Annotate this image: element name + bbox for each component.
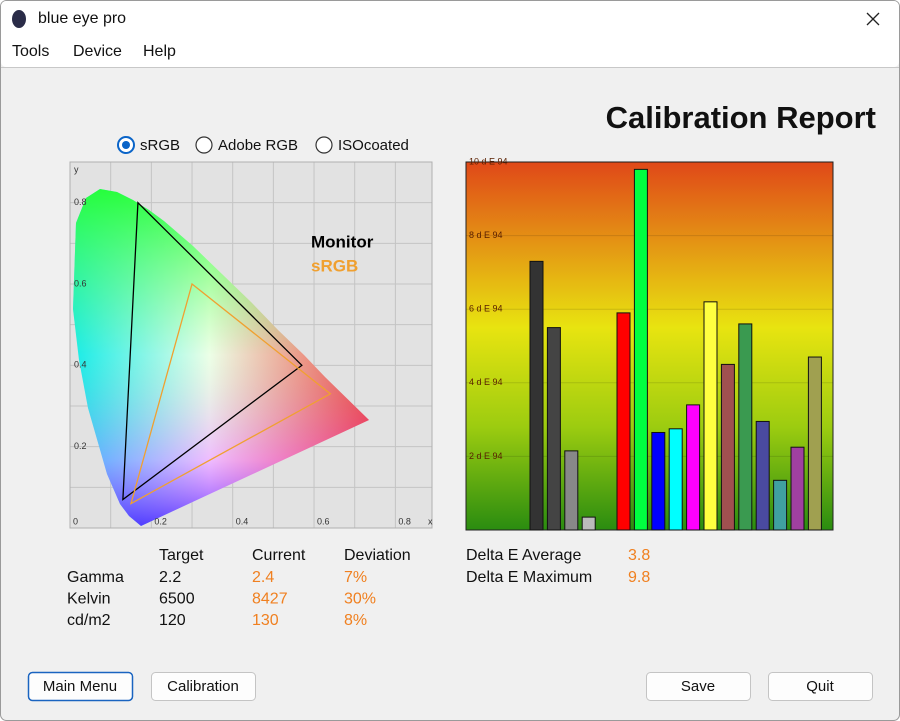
row-label: Gamma [67,569,124,586]
button-frame [27,671,134,702]
bar [738,323,753,531]
radio-label: ISOcoated [338,137,409,154]
title-bar [1,1,899,67]
y-tick-label: 2 d E 94 [469,451,503,461]
stat-value: 8427 [252,591,288,608]
menu-item[interactable]: Tools [12,43,49,60]
button-label: Quit [806,678,834,695]
button-frame [151,672,256,701]
delta-label: Delta E Maximum [466,569,592,586]
bar [564,450,579,531]
button[interactable]: Calibration [151,672,256,701]
stat-value: 120 [159,612,186,629]
y-tick-label: 10 d E 94 [469,156,508,166]
stat-value: 7% [344,569,367,586]
row-label: Kelvin [67,591,111,608]
button-label: Calibration [167,678,239,695]
gamut-triangle [122,201,303,501]
column-header: Deviation [344,547,411,564]
radio-option[interactable]: Adobe RGB [195,136,298,154]
gamut-triangle [129,282,332,505]
app-icon [12,10,26,28]
bar-plot-area [465,161,834,531]
window-title: blue eye pro [38,10,126,27]
y-tick-label: 0.6 [74,278,87,288]
menu-item[interactable]: Device [73,43,122,60]
x-tick-label: 0.2 [154,516,167,526]
bar [651,431,666,531]
bar [633,168,648,531]
stat-value: 30% [344,591,376,608]
button-label: Save [681,678,715,695]
row-label: cd/m2 [67,612,111,629]
y-tick-label: 0.8 [74,197,87,207]
y-tick-label: 0.4 [74,360,87,370]
x-tick-label: 0.4 [236,516,249,526]
bar [686,404,701,531]
stat-value: 130 [252,612,279,629]
bar [546,327,561,531]
column-header: Target [159,547,204,564]
bar [581,516,596,531]
report-title: Calibration Report [606,100,876,135]
y-tick-label: 4 d E 94 [469,377,503,387]
button[interactable]: Main Menu [27,671,134,702]
y-tick-label: 0.2 [74,441,87,451]
radio-circle [195,136,213,154]
bar [720,363,735,531]
bar [790,446,805,531]
delta-value: 9.8 [628,569,650,586]
stat-value: 6500 [159,591,195,608]
y-tick-label: 6 d E 94 [469,304,503,314]
bar [616,312,631,531]
button-frame [646,672,751,701]
stat-value: 2.2 [159,569,181,586]
bar [807,356,822,531]
column-header: Current [252,547,306,564]
menu-item[interactable]: Help [143,43,176,60]
radio-label: Adobe RGB [218,137,298,154]
x-tick-label: 0.8 [398,516,411,526]
button-label: Main Menu [43,678,117,695]
delta-value: 3.8 [628,547,650,564]
y-axis-label: y [74,164,79,174]
radio-label: sRGB [140,137,180,154]
y-tick-label: 8 d E 94 [469,230,503,240]
radio-circle [315,136,333,154]
radio-dot [122,141,130,149]
x-tick-label: 0.6 [317,516,330,526]
stat-value: 8% [344,612,367,629]
button[interactable]: Save [646,672,751,701]
stat-value: 2.4 [252,569,274,586]
close-button[interactable] [866,12,880,26]
button-frame [768,672,873,701]
legend-entry: sRGB [311,256,358,275]
bar [668,428,683,531]
bar [529,260,544,531]
bar [773,479,788,531]
bar [755,420,770,531]
radio-option[interactable]: sRGB [117,136,180,154]
x-axis-label: x [428,516,433,526]
cie-frame [69,161,433,529]
radio-option[interactable]: ISOcoated [315,136,409,154]
button[interactable]: Quit [768,672,873,701]
delta-label: Delta E Average [466,547,581,564]
legend-entry: Monitor [311,232,374,251]
bar [703,301,718,531]
x-tick-label: 0 [73,516,78,526]
